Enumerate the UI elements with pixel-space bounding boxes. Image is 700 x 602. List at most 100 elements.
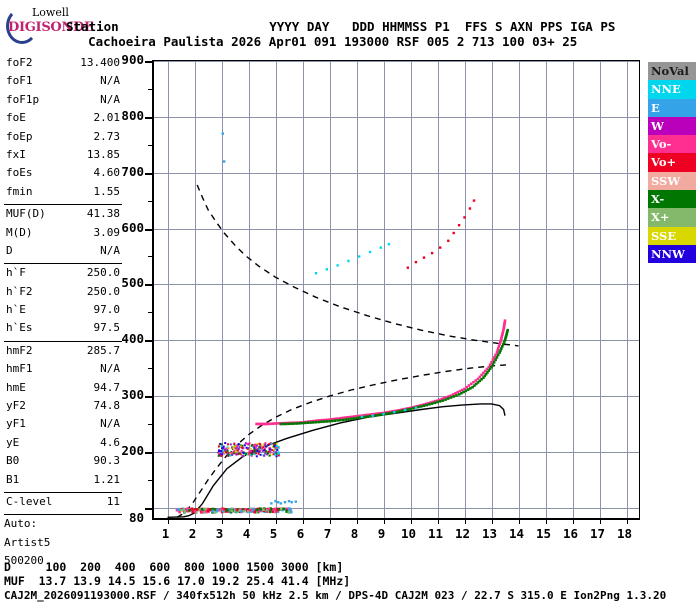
y-axis-label: 400: [121, 331, 144, 347]
param-key: h`F2: [6, 284, 33, 298]
param-key: hmF2: [6, 343, 33, 357]
param-value: 41.38: [86, 207, 120, 221]
gridline-horizontal: [154, 396, 639, 397]
param-value: 2.01: [93, 111, 121, 125]
legend-item-w[interactable]: W: [648, 116, 696, 136]
series-es-cyan-cluster: [270, 499, 297, 505]
x-axis-tick: [276, 518, 277, 524]
param-row-fxi: fxI 13.85: [4, 148, 122, 166]
y-axis-label: 700: [121, 163, 144, 179]
param-row-he: h`E 97.0: [4, 303, 122, 321]
muf-frequency-row: MUF 13.7 13.9 14.5 15.6 17.0 19.2 25.4 4…: [4, 574, 351, 588]
legend-item-x[interactable]: X+: [648, 208, 696, 227]
param-row-b1: B1 1.21: [4, 473, 122, 491]
param-auto-name: Artist5: [4, 535, 51, 549]
legend-item-e[interactable]: E: [648, 98, 696, 117]
x-axis-tick: [546, 518, 547, 524]
polarization-legend[interactable]: NoVal NNE E W Vo- Vo+ SSW X- X+ SSE NNW: [648, 62, 696, 264]
param-value: 4.60: [93, 166, 121, 180]
x-axis-label: 9: [377, 526, 386, 541]
y-axis-tick: [148, 368, 154, 369]
x-axis-tick: [600, 518, 601, 524]
x-axis-label: 10: [400, 526, 417, 541]
gridline-horizontal: [154, 173, 639, 174]
x-axis-tick: [357, 518, 358, 524]
x-axis-tick: [330, 518, 331, 524]
series-f2-cyan-segment: [360, 406, 418, 418]
legend-item-ssw[interactable]: SSW: [648, 171, 696, 191]
x-axis-label: 14: [508, 526, 525, 541]
header-labels-row: Station YYYY DAY DDD HHMMSS P1 FFS S AXN…: [66, 19, 616, 34]
x-axis-label: 15: [535, 526, 552, 541]
param-value: 2.73: [93, 129, 121, 143]
y-axis-tick: [145, 340, 154, 342]
y-axis-tick: [145, 396, 154, 398]
legend-item-noval[interactable]: NoVal: [648, 62, 696, 81]
y-axis-label: 80: [128, 510, 144, 525]
gridline-vertical: [330, 61, 331, 518]
gridline-horizontal: [154, 284, 639, 285]
x-axis-tick: [249, 518, 250, 524]
param-value: N/A: [100, 74, 120, 88]
param-group-divider: [4, 340, 122, 342]
param-key: fmin: [6, 184, 33, 198]
param-value: 4.6: [100, 435, 120, 449]
param-key: M(D): [6, 225, 33, 239]
gridline-horizontal: [154, 117, 639, 118]
gridline-horizontal: [154, 508, 639, 509]
logo-arc-icon: [6, 8, 38, 44]
param-row-hmf2: hmF2 285.7: [4, 344, 122, 362]
param-value: N/A: [100, 362, 120, 376]
param-value: 250.0: [86, 284, 120, 298]
legend-item-vo[interactable]: Vo+: [648, 153, 696, 172]
gridline-vertical: [357, 61, 358, 518]
param-row-hf: h`F 250.0: [4, 266, 122, 284]
x-axis-tick: [168, 518, 169, 524]
series-f2-ordinary-trace: [255, 319, 507, 426]
param-group-divider: [4, 514, 122, 516]
header-values-row: Cachoeira Paulista 2026 Apr01 091 193000…: [58, 34, 578, 49]
y-axis-label: 800: [121, 107, 144, 123]
y-axis-tick: [145, 229, 154, 231]
param-key: D: [6, 243, 13, 257]
digisonde-logo: Lowell DIGISONDE: [6, 6, 102, 44]
param-group-divider: [4, 263, 122, 265]
legend-item-x[interactable]: X-: [648, 190, 696, 209]
x-axis-label: 2: [188, 526, 197, 541]
x-axis-label: 5: [269, 526, 278, 541]
param-key: hmE: [6, 380, 26, 394]
y-axis-tick: [145, 173, 154, 175]
param-value: 13.85: [86, 147, 120, 161]
param-key: foF1: [6, 74, 33, 88]
x-axis-label: 18: [616, 526, 633, 541]
series-mid-range-diffuse-scatter: [314, 243, 391, 275]
param-value: 74.8: [93, 399, 121, 413]
curve-muf-upper-dashed-curve: [196, 184, 519, 347]
gridline-horizontal: [154, 340, 639, 341]
legend-item-nnw[interactable]: NNW: [648, 244, 696, 264]
gridline-vertical: [492, 61, 493, 518]
gridline-horizontal: [154, 452, 639, 453]
x-axis-tick: [411, 518, 412, 524]
x-axis-tick: [492, 518, 493, 524]
series-upper-oblique-scatter: [406, 199, 476, 269]
gridline-vertical: [195, 61, 196, 518]
y-axis-label: 300: [121, 387, 144, 403]
y-axis-tick: [148, 424, 154, 425]
legend-item-nne[interactable]: NNE: [648, 80, 696, 99]
gridline-vertical: [411, 61, 412, 518]
legend-item-vo[interactable]: Vo-: [648, 135, 696, 154]
muf-distance-row: D 100 200 400 600 800 1000 1500 3000 [km…: [4, 560, 344, 574]
y-axis-tick: [148, 312, 154, 313]
ionogram-plot-area[interactable]: [145, 60, 640, 524]
gridline-vertical: [384, 61, 385, 518]
gridline-vertical: [249, 61, 250, 518]
param-key: h`E: [6, 303, 26, 317]
y-axis-tick: [148, 480, 154, 481]
param-value: 3.09: [93, 225, 121, 239]
param-row-mufd: MUF(D) 41.38: [4, 207, 122, 225]
gridline-vertical: [600, 61, 601, 518]
legend-item-sse[interactable]: SSE: [648, 226, 696, 245]
param-key: yF1: [6, 417, 26, 431]
param-key: foEp: [6, 129, 33, 143]
